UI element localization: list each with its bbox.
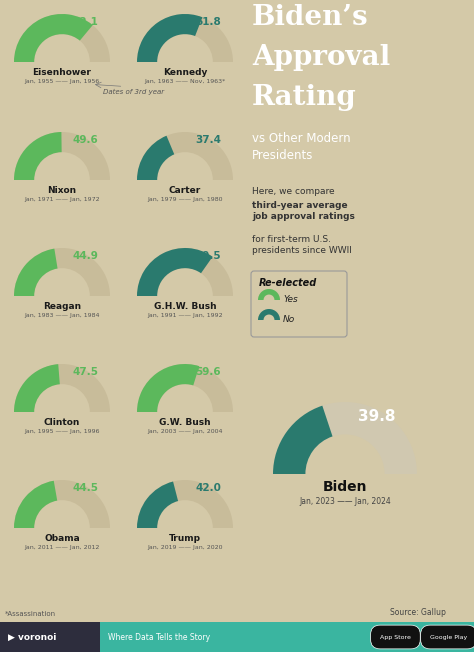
Wedge shape — [14, 364, 60, 412]
Text: 59.6: 59.6 — [196, 368, 221, 378]
Wedge shape — [14, 132, 62, 180]
Text: *Assassination: *Assassination — [5, 611, 56, 617]
Text: No: No — [283, 316, 295, 325]
Text: Jan, 2019 —— Jan, 2020: Jan, 2019 —— Jan, 2020 — [147, 545, 223, 550]
Text: Dates of 3rd year: Dates of 3rd year — [103, 89, 164, 95]
Wedge shape — [137, 248, 233, 296]
Text: G.H.W. Bush: G.H.W. Bush — [154, 302, 216, 311]
Wedge shape — [137, 248, 213, 296]
Text: Here, we compare: Here, we compare — [252, 187, 335, 196]
Bar — [0, 622, 474, 652]
Text: Carter: Carter — [169, 186, 201, 195]
Text: 49.6: 49.6 — [73, 136, 98, 145]
Text: Yes: Yes — [283, 295, 298, 304]
Text: Obama: Obama — [44, 534, 80, 542]
Wedge shape — [258, 289, 280, 300]
Text: ▶ voronoi: ▶ voronoi — [8, 632, 56, 642]
Text: Reagan: Reagan — [43, 302, 81, 311]
Wedge shape — [14, 248, 57, 296]
Wedge shape — [137, 132, 233, 180]
Text: Jan, 1995 —— Jan, 1996: Jan, 1995 —— Jan, 1996 — [24, 429, 100, 434]
Wedge shape — [137, 136, 174, 180]
Wedge shape — [14, 480, 110, 528]
Text: Jan, 2003 —— Jan, 2004: Jan, 2003 —— Jan, 2004 — [147, 429, 223, 434]
Text: Source: Gallup: Source: Gallup — [390, 608, 446, 617]
Text: 61.8: 61.8 — [196, 18, 221, 27]
Text: Jan, 1955 —— Jan, 1956: Jan, 1955 —— Jan, 1956 — [24, 79, 100, 84]
Text: 47.5: 47.5 — [73, 368, 99, 378]
Wedge shape — [137, 364, 199, 412]
Text: Biden: Biden — [323, 480, 367, 494]
Wedge shape — [137, 14, 233, 62]
Text: for first-term U.S.
presidents since WWII: for first-term U.S. presidents since WWI… — [252, 235, 352, 255]
Wedge shape — [14, 364, 110, 412]
Text: third-year average
job approval ratings: third-year average job approval ratings — [252, 201, 355, 221]
Text: Eisenhower: Eisenhower — [33, 68, 91, 77]
Wedge shape — [14, 481, 57, 528]
Wedge shape — [14, 248, 110, 296]
Text: Re-elected: Re-elected — [259, 278, 317, 288]
Text: 69.5: 69.5 — [196, 252, 221, 261]
Text: Trump: Trump — [169, 534, 201, 542]
Text: Jan, 2011 —— Jan, 2012: Jan, 2011 —— Jan, 2012 — [24, 545, 100, 550]
Wedge shape — [137, 364, 233, 412]
Wedge shape — [137, 482, 178, 528]
Text: App Store: App Store — [380, 634, 411, 640]
Text: Biden’s: Biden’s — [252, 4, 369, 31]
FancyBboxPatch shape — [251, 271, 347, 337]
Text: Jan, 1963 —— Nov, 1963*: Jan, 1963 —— Nov, 1963* — [145, 79, 226, 84]
Text: Jan, 1971 —— Jan, 1972: Jan, 1971 —— Jan, 1972 — [24, 197, 100, 202]
Wedge shape — [258, 309, 280, 320]
Bar — [0, 622, 100, 652]
Text: Rating: Rating — [252, 84, 357, 111]
Wedge shape — [258, 289, 280, 300]
Wedge shape — [14, 14, 110, 62]
Text: 44.5: 44.5 — [73, 483, 99, 494]
Text: Clinton: Clinton — [44, 418, 80, 427]
Text: 44.9: 44.9 — [73, 252, 99, 261]
Text: 39.8: 39.8 — [358, 409, 395, 424]
Wedge shape — [258, 309, 280, 320]
Text: Google Play: Google Play — [430, 634, 467, 640]
Text: Approval: Approval — [252, 44, 390, 71]
Text: Jan, 1983 —— Jan, 1984: Jan, 1983 —— Jan, 1984 — [24, 313, 100, 318]
Text: vs Other Modern
Presidents: vs Other Modern Presidents — [252, 132, 351, 162]
Text: 72.1: 72.1 — [73, 18, 99, 27]
Text: Kennedy: Kennedy — [163, 68, 207, 77]
Text: Nixon: Nixon — [47, 186, 77, 195]
Wedge shape — [273, 402, 417, 474]
Text: Jan, 2023 —— Jan, 2024: Jan, 2023 —— Jan, 2024 — [299, 497, 391, 506]
Text: G.W. Bush: G.W. Bush — [159, 418, 211, 427]
Text: 42.0: 42.0 — [196, 483, 221, 494]
Wedge shape — [273, 406, 333, 474]
Text: 37.4: 37.4 — [196, 136, 221, 145]
Wedge shape — [137, 14, 202, 62]
Wedge shape — [14, 14, 93, 62]
Wedge shape — [137, 480, 233, 528]
Wedge shape — [14, 132, 110, 180]
Text: Where Data Tells the Story: Where Data Tells the Story — [108, 632, 210, 642]
Text: Jan, 1979 —— Jan, 1980: Jan, 1979 —— Jan, 1980 — [147, 197, 223, 202]
Text: Jan, 1991 —— Jan, 1992: Jan, 1991 —— Jan, 1992 — [147, 313, 223, 318]
